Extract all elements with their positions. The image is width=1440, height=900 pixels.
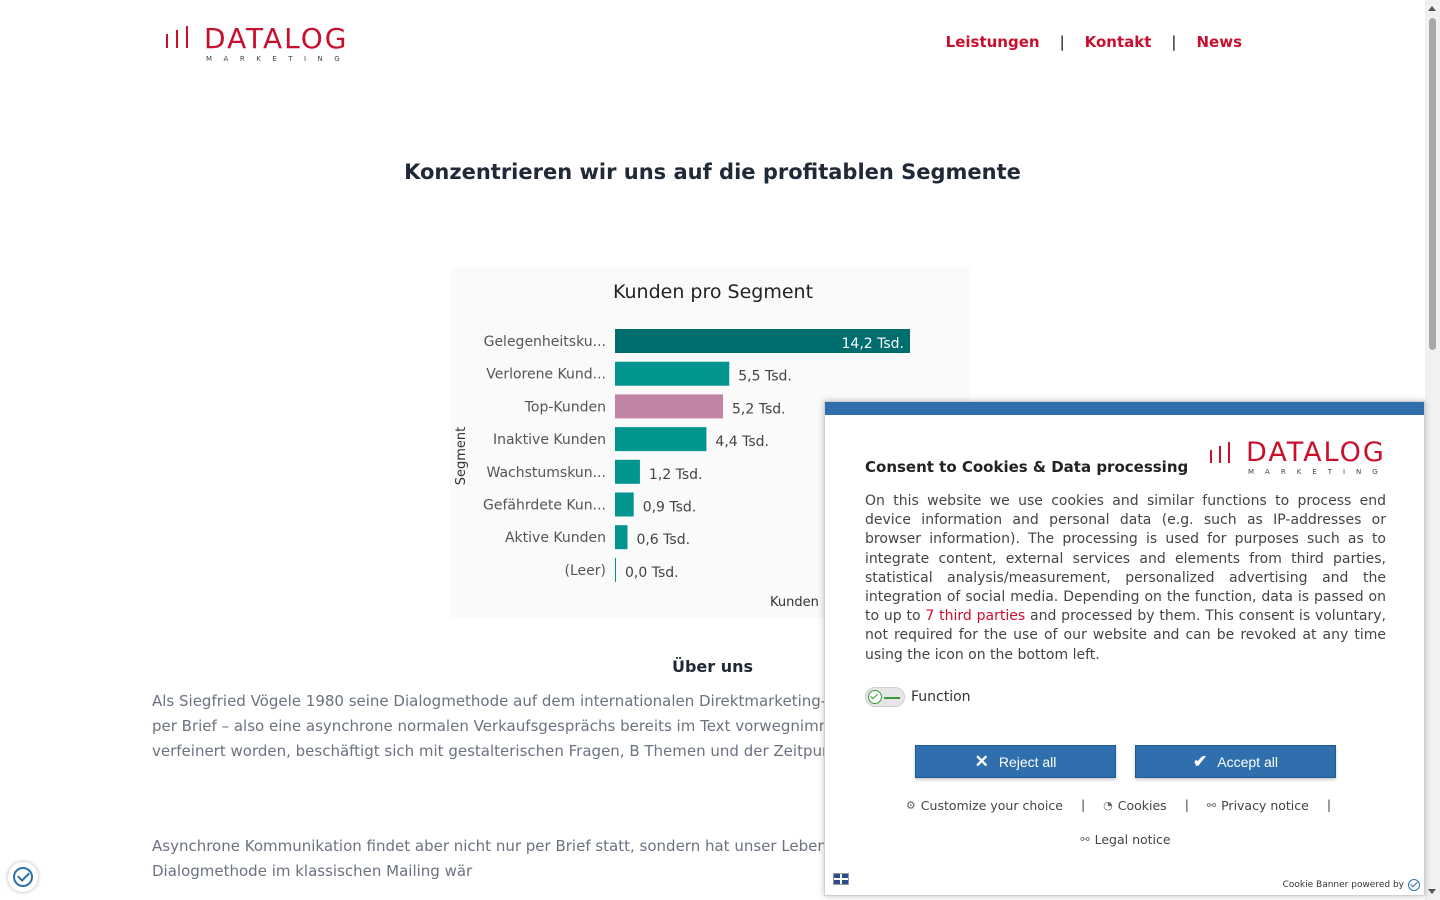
about-title: Über uns bbox=[671, 657, 754, 676]
legal-notice-label: Legal notice bbox=[1094, 832, 1171, 847]
logo-bars-icon bbox=[166, 26, 188, 48]
nav-news[interactable]: News bbox=[1196, 33, 1242, 51]
chart-x-axis-label: Kunden bbox=[770, 595, 819, 610]
privacy-notice-label: Privacy notice bbox=[1221, 798, 1309, 813]
powered-by[interactable]: Cookie Banner powered by bbox=[1283, 879, 1420, 891]
link-separator: | bbox=[1080, 797, 1086, 812]
banner-logo-subtext: MARKETING bbox=[1248, 468, 1389, 476]
scrollbar-thumb[interactable] bbox=[1429, 18, 1436, 350]
function-toggle[interactable] bbox=[865, 687, 905, 707]
scroll-down-arrow-icon[interactable] bbox=[1428, 889, 1436, 894]
chart-bar[interactable] bbox=[615, 492, 634, 517]
accept-all-button[interactable]: ✔ Accept all bbox=[1135, 745, 1336, 778]
customize-choice-label: Customize your choice bbox=[920, 798, 1063, 813]
chart-data-label: 14,2 Tsd. bbox=[842, 336, 905, 352]
banner-title: Consent to Cookies & Data processing bbox=[865, 458, 1189, 476]
chart-data-label: 4,4 Tsd. bbox=[715, 434, 769, 450]
consent-check-icon bbox=[1408, 879, 1420, 891]
consent-check-icon bbox=[13, 867, 33, 887]
gear-icon: ⚙ bbox=[905, 799, 916, 812]
banner-text-end: and processed by them. This consent is v… bbox=[865, 608, 1386, 663]
language-flag-icon[interactable] bbox=[833, 873, 849, 885]
third-parties-link[interactable]: 7 third parties bbox=[925, 608, 1026, 625]
function-toggle-row: Function bbox=[865, 687, 971, 707]
link-icon: ⚯ bbox=[1080, 833, 1090, 846]
cookie-consent-banner: DATALOG MARKETING Consent to Cookies & D… bbox=[824, 401, 1425, 896]
privacy-notice-link[interactable]: ⚯ Privacy notice bbox=[1207, 798, 1309, 813]
banner-top-bar bbox=[825, 402, 1424, 415]
cookies-label: Cookies bbox=[1117, 798, 1167, 813]
chart-bar[interactable] bbox=[615, 394, 724, 419]
consent-settings-button[interactable] bbox=[8, 862, 38, 892]
chart-bar[interactable] bbox=[615, 329, 910, 353]
chart-category-label: Gelegenheitsku... bbox=[484, 334, 606, 350]
banner-logo-text: DATALOG bbox=[1246, 437, 1386, 468]
function-toggle-label: Function bbox=[911, 689, 971, 705]
reject-all-button[interactable]: ✕ Reject all bbox=[915, 745, 1116, 778]
scroll-up-arrow-icon[interactable] bbox=[1428, 6, 1436, 11]
checkmark-icon: ✔ bbox=[1193, 751, 1208, 771]
chart-category-label: Verlorene Kund... bbox=[486, 367, 606, 383]
chart-svg: Kunden pro Segment Segment Kunden Gelege… bbox=[454, 281, 910, 610]
link-separator: | bbox=[1326, 797, 1332, 812]
cookies-link[interactable]: ◔ Cookies bbox=[1103, 798, 1167, 813]
chart-category-label: Aktive Kunden bbox=[505, 530, 606, 546]
main-nav: Leistungen | Kontakt | News bbox=[946, 33, 1242, 51]
close-icon: ✕ bbox=[974, 751, 989, 771]
chart-category-label: Inaktive Kunden bbox=[493, 432, 606, 448]
datalog-logo[interactable]: DATALOG MARKETING bbox=[166, 22, 366, 66]
reject-all-label: Reject all bbox=[998, 753, 1057, 770]
accept-all-label: Accept all bbox=[1217, 753, 1278, 770]
nav-separator: | bbox=[1171, 33, 1177, 51]
nav-kontakt[interactable]: Kontakt bbox=[1084, 33, 1152, 51]
chart-data-label: 5,2 Tsd. bbox=[732, 401, 786, 417]
legal-notice-link[interactable]: ⚯ Legal notice bbox=[1080, 832, 1170, 847]
link-separator: | bbox=[1184, 797, 1189, 812]
nav-leistungen[interactable]: Leistungen bbox=[945, 33, 1040, 51]
chart-category-label: Top-Kunden bbox=[524, 399, 606, 415]
chart-category-label: (Leer) bbox=[565, 563, 606, 579]
logo-subtext: MARKETING bbox=[206, 55, 352, 63]
chart-data-label: 5,5 Tsd. bbox=[738, 369, 792, 385]
customize-choice-link[interactable]: ⚙ Customize your choice bbox=[906, 798, 1063, 813]
logo-bars-icon bbox=[1210, 442, 1230, 463]
powered-by-text: Cookie Banner powered by bbox=[1282, 880, 1404, 890]
cookie-icon: ◔ bbox=[1103, 799, 1113, 812]
banner-links-row-2: ⚯ Legal notice bbox=[825, 831, 1426, 847]
chart-data-label: 0,0 Tsd. bbox=[625, 565, 679, 581]
link-icon: ⚯ bbox=[1206, 799, 1217, 812]
logo-text: DATALOG bbox=[204, 22, 349, 55]
page-title: Konzentrieren wir uns auf die profitable… bbox=[404, 160, 1021, 184]
chart-bar[interactable] bbox=[615, 427, 707, 452]
chart-bar[interactable] bbox=[615, 525, 628, 550]
chart-category-label: Gefährdete Kun... bbox=[483, 498, 606, 514]
chart-data-label: 0,6 Tsd. bbox=[636, 532, 690, 548]
banner-links: ⚙ Customize your choice | ◔ Cookies | ⚯ Pri… bbox=[825, 797, 1426, 813]
chart-bar[interactable] bbox=[615, 557, 616, 582]
banner-logo: DATALOG MARKETING bbox=[1210, 437, 1410, 480]
chart-bar[interactable] bbox=[615, 361, 730, 386]
toggle-track-line bbox=[884, 697, 900, 699]
nav-separator: | bbox=[1059, 33, 1065, 51]
chart-y-axis-label: Segment bbox=[454, 427, 469, 486]
chart-category-label: Wachstumskun... bbox=[487, 465, 606, 481]
check-icon bbox=[868, 690, 882, 704]
banner-text-start: On this website we use cookies and simil… bbox=[865, 493, 1386, 625]
page-scrollbar[interactable] bbox=[1425, 0, 1440, 900]
chart-data-label: 1,2 Tsd. bbox=[649, 467, 703, 483]
chart-data-label: 0,9 Tsd. bbox=[643, 500, 697, 516]
chart-title: Kunden pro Segment bbox=[613, 281, 813, 303]
chart-bar[interactable] bbox=[615, 459, 640, 484]
banner-text: On this website we use cookies and simil… bbox=[865, 492, 1386, 665]
